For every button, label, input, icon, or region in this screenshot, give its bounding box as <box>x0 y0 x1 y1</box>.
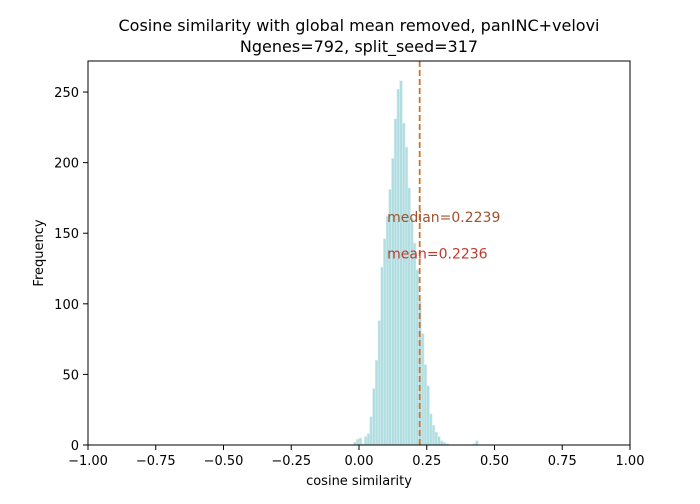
y-tick-label: 100 <box>54 298 79 313</box>
histogram-bar <box>391 158 395 446</box>
histogram-bar <box>423 364 428 446</box>
histogram-bar <box>369 416 373 446</box>
x-tick-label: 0.25 <box>412 454 441 469</box>
x-axis-ticks: −1.00 −0.75 −0.50 −0.25 0.00 0.25 0.50 0.75 1.00 <box>68 445 644 469</box>
histogram-bar <box>415 269 419 446</box>
chart-annotations: median=0.2239 mean=0.2236 <box>387 210 500 263</box>
x-tick-label: 0.00 <box>345 454 374 469</box>
histogram-bars <box>353 80 479 446</box>
histogram-bar <box>377 320 381 446</box>
histogram-bar <box>358 437 363 446</box>
histogram-bar <box>355 439 360 446</box>
median-annotation: median=0.2239 <box>387 210 500 226</box>
histogram-bar <box>439 440 444 446</box>
chart-subtitle: Ngenes=792, split_seed=317 <box>240 37 478 57</box>
histogram-bar <box>412 242 417 446</box>
histogram-bar <box>434 431 438 446</box>
histogram-bar <box>374 359 379 446</box>
histogram-bar <box>429 413 433 446</box>
mean-annotation: mean=0.2236 <box>387 247 488 263</box>
histogram-bar <box>396 88 400 446</box>
histogram-bar <box>407 187 411 446</box>
histogram-bar <box>399 80 403 446</box>
x-tick-label: 1.00 <box>616 454 645 469</box>
y-axis-label: Frequency <box>32 219 47 286</box>
y-tick-label: 50 <box>62 368 79 383</box>
histogram-bar <box>402 122 406 446</box>
x-tick-label: 0.75 <box>548 454 577 469</box>
plot-frame <box>87 60 631 446</box>
histogram-bar <box>388 189 392 446</box>
x-axis-label: cosine similarity <box>306 474 412 489</box>
y-tick-label: 0 <box>71 439 79 454</box>
x-tick-label: −1.00 <box>68 454 108 469</box>
y-tick-label: 250 <box>54 86 79 101</box>
x-tick-label: −0.75 <box>136 454 176 469</box>
histogram-bar <box>437 436 441 446</box>
histogram-bar <box>383 238 387 446</box>
chart-title: Cosine similarity with global mean remov… <box>118 16 599 35</box>
histogram-bar <box>372 388 376 446</box>
histogram-bar <box>404 146 409 446</box>
histogram-bar <box>380 266 384 446</box>
histogram-bar <box>431 424 436 446</box>
y-axis-ticks: 0 50 100 150 200 250 <box>54 86 88 454</box>
y-tick-label: 200 <box>54 157 79 172</box>
histogram-bar <box>366 433 371 446</box>
x-tick-label: 0.50 <box>480 454 509 469</box>
histogram-bar <box>393 118 398 446</box>
histogram-bar <box>364 436 368 446</box>
x-tick-label: −0.50 <box>204 454 244 469</box>
histogram-bar <box>426 385 430 446</box>
y-tick-label: 150 <box>54 227 79 242</box>
x-tick-label: −0.25 <box>271 454 311 469</box>
histogram-bar <box>475 440 479 446</box>
histogram-bar <box>421 333 425 446</box>
